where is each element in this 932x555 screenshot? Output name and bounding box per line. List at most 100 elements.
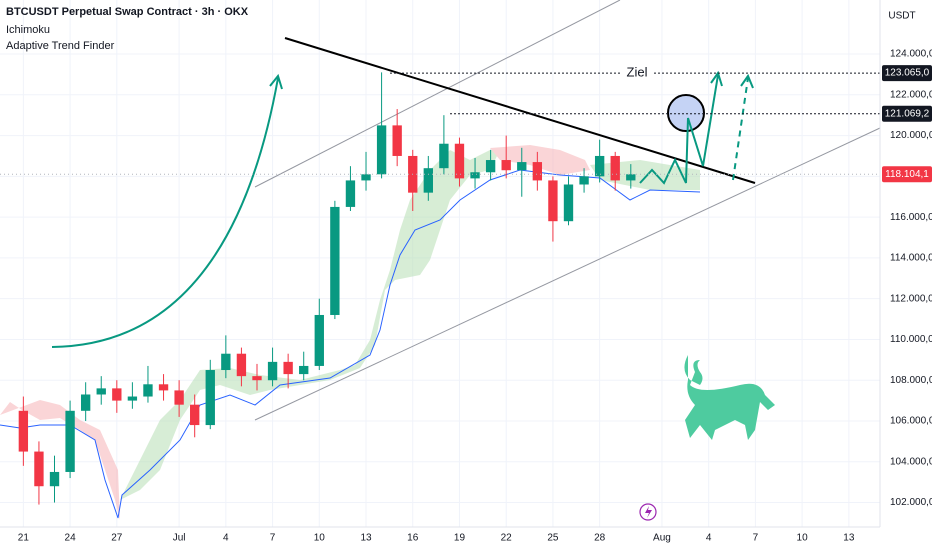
currency-label: USDT xyxy=(888,11,915,22)
candle-body xyxy=(454,143,465,179)
price-tag xyxy=(882,105,932,122)
header: BTCUSDT Perpetual Swap Contract · 3h · O… xyxy=(6,6,249,52)
grid xyxy=(0,0,880,527)
candle-body xyxy=(392,125,402,156)
candle-body xyxy=(376,125,387,175)
candle-body xyxy=(501,160,511,171)
y-tick-label: 110.000,0 xyxy=(890,334,932,345)
candle-body xyxy=(314,314,324,366)
candle-body xyxy=(594,155,605,177)
x-tick-label: 7 xyxy=(270,533,276,544)
price-tag xyxy=(882,65,932,82)
y-tick-label: 106.000,0 xyxy=(890,416,932,427)
candle-body xyxy=(252,376,262,381)
x-tick-label: 4 xyxy=(223,533,229,544)
candle-body xyxy=(65,410,75,472)
candle-body xyxy=(174,390,184,405)
cloud-green xyxy=(120,150,500,500)
x-tick-label: 28 xyxy=(594,533,606,544)
candle-body xyxy=(532,162,543,181)
candle-body xyxy=(345,180,356,207)
channel-upper xyxy=(254,0,621,188)
y-tick-label: 114.000,0 xyxy=(890,253,932,264)
candle-body xyxy=(267,361,278,381)
y-tick-label: 124.000,0 xyxy=(890,49,932,60)
x-tick-label: 10 xyxy=(314,533,326,544)
channel-lower xyxy=(254,127,881,421)
candle-body xyxy=(158,384,169,391)
candle-body xyxy=(283,361,293,375)
cloud-red xyxy=(490,145,590,175)
x-tick-label: 4 xyxy=(706,533,712,544)
y-tick-label: 102.000,0 xyxy=(890,497,932,508)
candle-body xyxy=(34,451,44,487)
annotation: Ziel xyxy=(627,65,648,80)
candles xyxy=(18,72,636,505)
price-tag-label: 118.104,1 xyxy=(885,169,929,180)
x-tick-label: 13 xyxy=(843,533,855,544)
candle-body xyxy=(470,172,480,179)
x-tick-label: 10 xyxy=(797,533,809,544)
event-bolt xyxy=(645,506,652,518)
target-circle xyxy=(667,94,705,132)
overlays: Ziel xyxy=(0,64,880,175)
candle-body xyxy=(80,394,91,411)
candle-body xyxy=(143,384,153,397)
candle-body xyxy=(112,388,122,401)
price-tag xyxy=(882,166,932,183)
candle-body xyxy=(626,174,636,181)
candle-body xyxy=(205,370,215,426)
candle-body xyxy=(96,388,106,395)
candle-body xyxy=(330,206,340,315)
candle-body xyxy=(423,168,433,193)
arrow-head xyxy=(740,73,754,89)
trendline xyxy=(284,37,756,184)
x-tick-label: 7 xyxy=(753,533,759,544)
y-tick-label: 108.000,0 xyxy=(890,375,932,386)
x-tick-label: 25 xyxy=(547,533,559,544)
x-tick-label: 27 xyxy=(111,533,123,544)
price-tag-label: 121.069,2 xyxy=(885,108,930,119)
candle-body xyxy=(221,353,231,371)
y-tick-label: 120.000,0 xyxy=(890,130,932,141)
candle-body xyxy=(190,404,200,426)
x-tick-label: 13 xyxy=(360,533,372,544)
candle-body xyxy=(127,396,138,401)
candle-body xyxy=(49,471,60,487)
arrow-head xyxy=(269,73,283,90)
candle-body xyxy=(517,162,527,171)
x-tick-label: Jul xyxy=(173,533,186,544)
x-tick-label: 19 xyxy=(454,533,466,544)
indicator: Ichimoku xyxy=(6,24,50,36)
y-tick-label: 116.000,0 xyxy=(890,212,932,223)
candle-body xyxy=(548,180,558,222)
price-axis xyxy=(880,0,932,550)
bull-icon xyxy=(684,355,775,440)
x-tick-label: 24 xyxy=(65,533,77,544)
candle-body xyxy=(485,160,496,173)
curved-arrow xyxy=(51,77,279,348)
y-tick-label: 104.000,0 xyxy=(890,456,932,467)
candle-body xyxy=(610,155,620,181)
candle-body xyxy=(563,184,574,222)
x-tick-label: 22 xyxy=(501,533,513,544)
axes: 102.000,0 104.000,0 106.000,0 108.000,0 110.… xyxy=(18,49,932,544)
y-tick-label: 112.000,0 xyxy=(890,293,932,304)
candle-body xyxy=(579,176,589,185)
cloud-red xyxy=(0,400,120,520)
y-tick-label: 122.000,0 xyxy=(890,89,932,100)
candle-body xyxy=(361,174,371,181)
symbol-title: BTCUSDT Perpetual Swap Contract · 3h · O… xyxy=(6,6,249,18)
x-tick-label: 16 xyxy=(407,533,419,544)
projection-path xyxy=(639,74,719,185)
x-tick-label: Aug xyxy=(653,533,671,544)
candle-body xyxy=(299,365,309,375)
annotation-bg xyxy=(622,64,652,83)
indicator: Adaptive Trend Finder xyxy=(6,40,115,52)
candle-body xyxy=(439,143,449,169)
x-tick-label: 21 xyxy=(18,533,30,544)
candle-body xyxy=(18,410,29,452)
candle-body xyxy=(236,353,247,377)
price-tag-label: 123.065,0 xyxy=(885,68,930,79)
